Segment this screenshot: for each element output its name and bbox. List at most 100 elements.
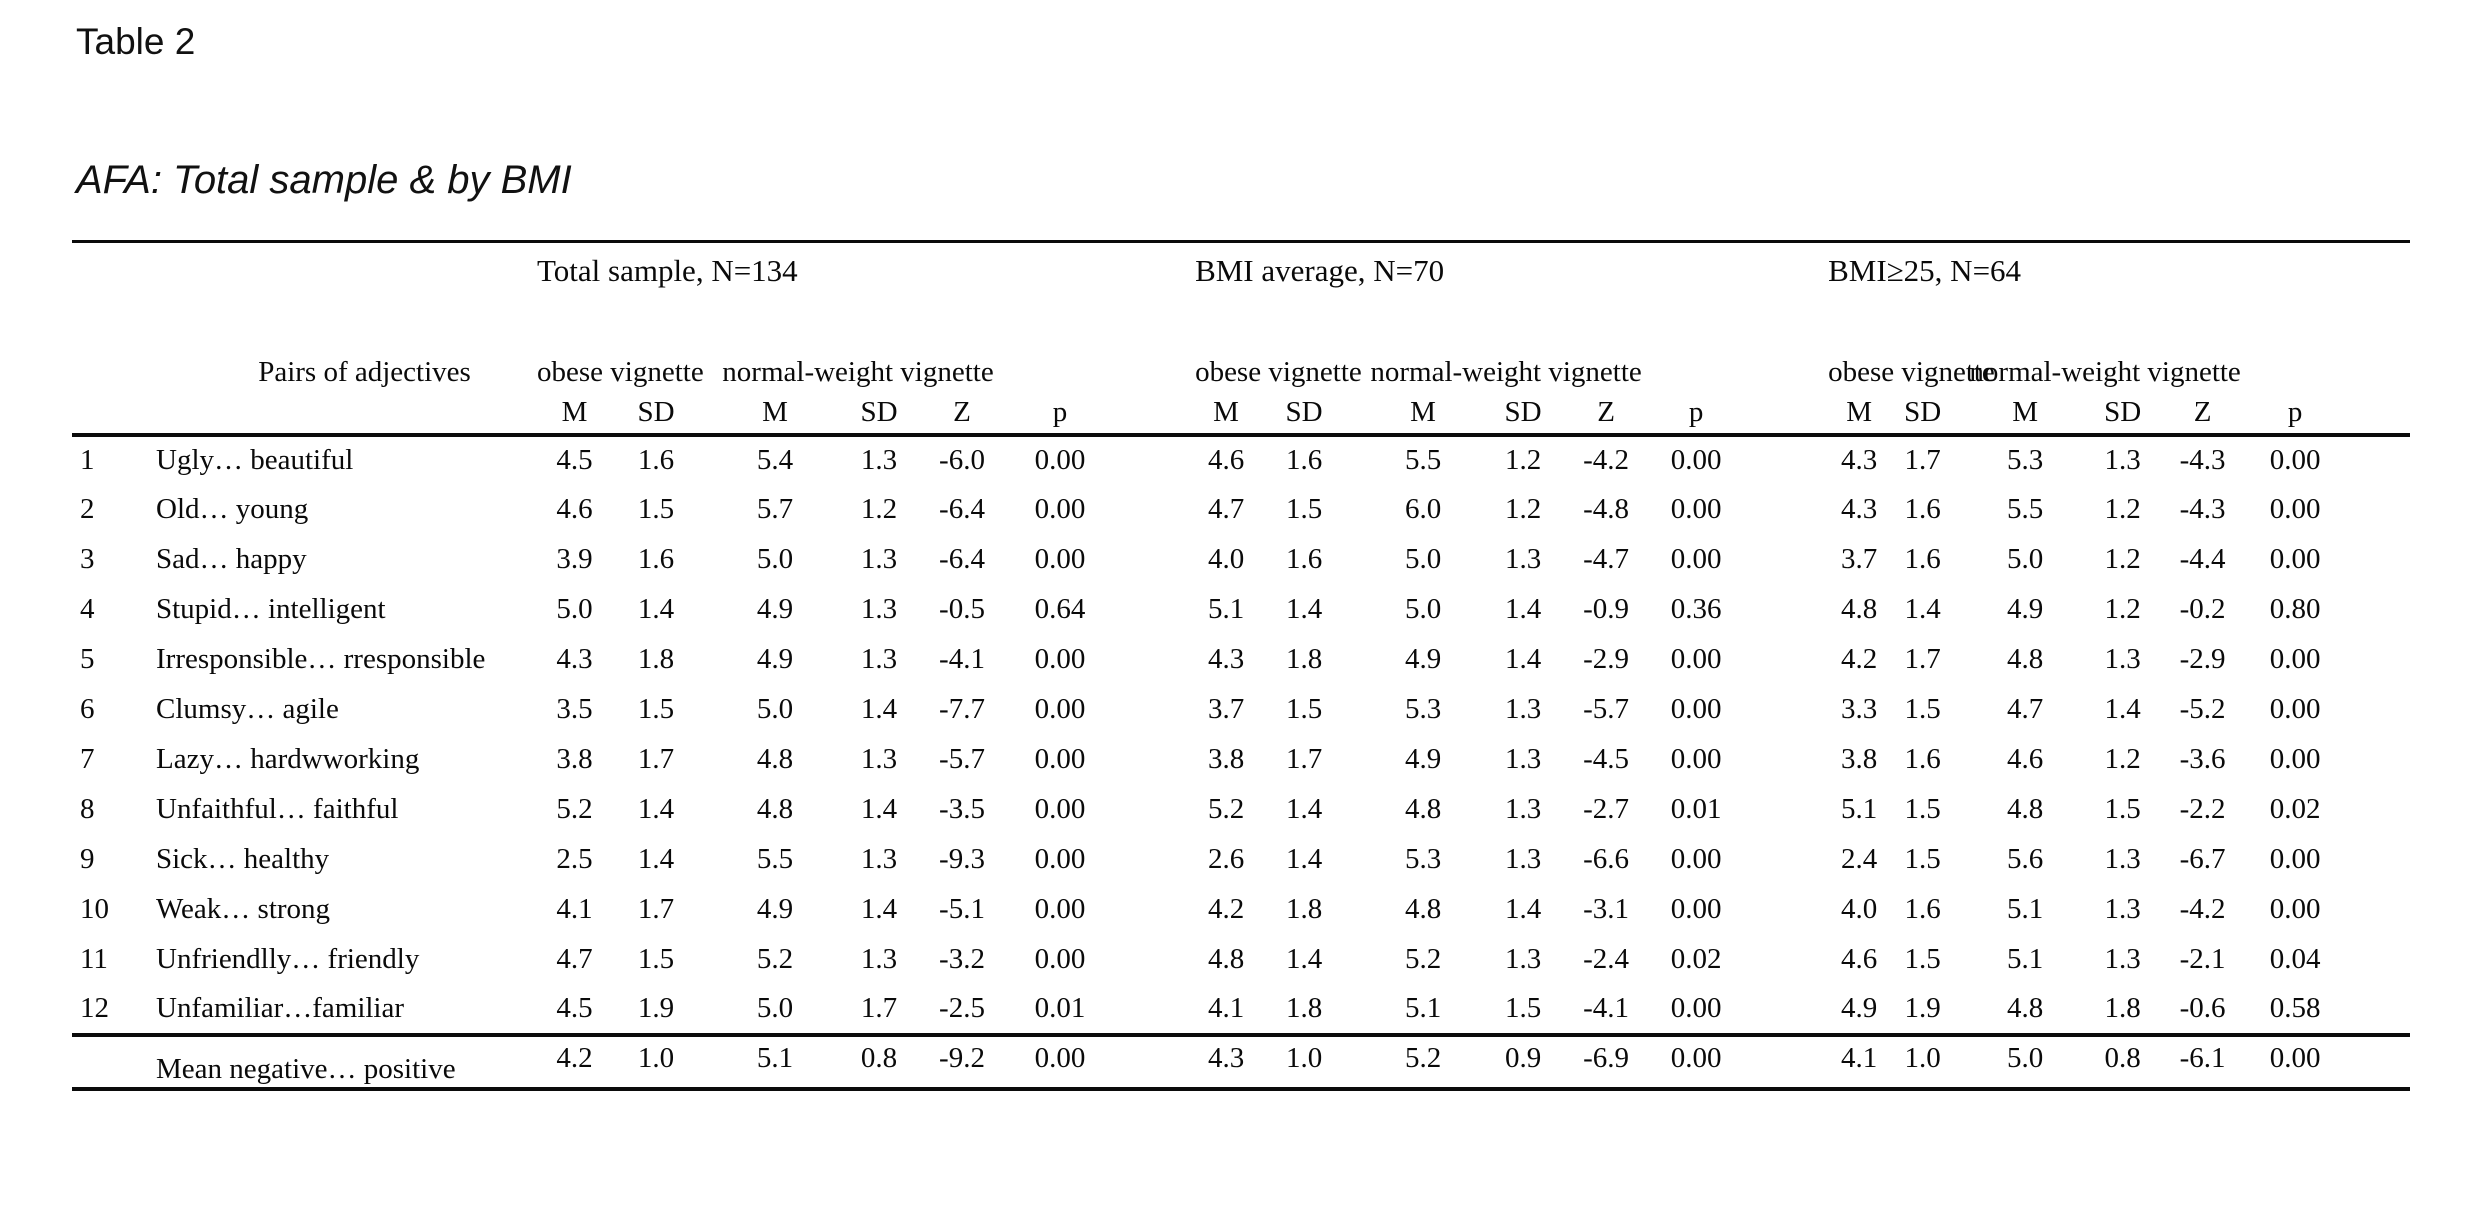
stat-value: 0.36: [1670, 593, 1722, 625]
stat-value: 0.00: [1034, 643, 1086, 675]
stat-value: 1.2: [2104, 743, 2141, 775]
stat-value: 4.9: [756, 893, 794, 925]
stat-header-sd: SD: [1495, 392, 1552, 437]
stat-value: 1.4: [860, 893, 898, 925]
stat-value: 3.9: [556, 543, 593, 575]
stat-value: -0.6: [2179, 992, 2226, 1024]
stat-value: 0.00: [2269, 543, 2321, 575]
stat-value: -4.3: [2179, 444, 2226, 476]
stat-value: 1.4: [1285, 793, 1323, 825]
stat-value: 0.00: [1034, 493, 1086, 525]
stat-value: -5.7: [939, 743, 985, 775]
stat-value: 0.00: [1670, 493, 1722, 525]
stat-header-z: Z: [908, 392, 1016, 437]
stat-value: 5.2: [1351, 1032, 1496, 1091]
stat-value: 0.00: [1670, 543, 1722, 575]
stat-value: 1.3: [1504, 543, 1542, 575]
column-gap: [1104, 1032, 1196, 1091]
stat-value: 5.0: [1404, 543, 1442, 575]
stat-value: 1.8: [2104, 992, 2141, 1024]
stat-value: 0.00: [1034, 843, 1086, 875]
stat-header-p: p: [1016, 392, 1105, 437]
column-gap: [1731, 985, 1828, 1035]
stat-value: 1.6: [637, 543, 675, 575]
stat-value: 0.58: [2269, 992, 2321, 1024]
row-number: 5: [80, 643, 95, 675]
stat-value: 5.2: [556, 793, 593, 825]
stat-value: 5.1: [1207, 593, 1245, 625]
adjective-pair-label: Irresponsible… rresponsible: [156, 643, 486, 675]
stat-value: 4.6: [1840, 943, 1878, 975]
column-gap: [1731, 392, 1829, 437]
table-row: 6 Clumsy… agile 3.5 1.5 5.0 1.4 -7.7 0.00 3.7 1.5…: [72, 685, 2410, 735]
stat-value: 1.7: [1904, 444, 1941, 476]
stat-value: 0.00: [1034, 743, 1086, 775]
stat-value: 4.8: [756, 793, 794, 825]
column-gap: [1104, 485, 1195, 535]
adjective-pair-label: Old… young: [156, 493, 309, 525]
stat-value: -4.1: [939, 643, 985, 675]
column-gap: [1104, 435, 1195, 485]
stat-value: 5.0: [556, 593, 593, 625]
stat-value: 4.6: [556, 493, 593, 525]
stat-value: 0.00: [2269, 493, 2321, 525]
stat-value: 2.6: [1207, 843, 1245, 875]
stat-value: 4.8: [1840, 593, 1878, 625]
stat-value: -9.2: [908, 1032, 1016, 1091]
stat-value: 4.2: [1207, 893, 1245, 925]
stat-value: -5.1: [939, 893, 985, 925]
adjective-pair-label: Sad… happy: [156, 543, 307, 575]
stat-value: 0.00: [1034, 943, 1086, 975]
table-row: 8 Unfaithful… faithful 5.2 1.4 4.8 1.4 -3.5 0.0…: [72, 785, 2410, 835]
stat-value: -4.8: [1583, 493, 1630, 525]
stat-value: 5.0: [1955, 1032, 2096, 1091]
stat-value: 4.3: [1207, 643, 1245, 675]
stat-value: 4.7: [556, 943, 593, 975]
stat-value: 1.3: [860, 843, 898, 875]
stat-value: 5.7: [756, 493, 794, 525]
stat-value: 4.2: [537, 1032, 612, 1091]
stat-value: 1.7: [1285, 743, 1323, 775]
stat-value: 0.9: [1495, 1032, 1552, 1091]
column-gap: [1104, 935, 1195, 985]
stat-value: 1.4: [1504, 893, 1542, 925]
stat-value: 0.00: [1670, 992, 1722, 1024]
table-right-margin: [2335, 392, 2411, 437]
adjective-pair-label: Sick… healthy: [156, 843, 330, 875]
stat-value: 3.7: [1840, 543, 1878, 575]
stat-value: 5.6: [2006, 843, 2044, 875]
table-right-margin: [2335, 337, 2410, 393]
group-header-spacer: [72, 242, 537, 337]
stat-header-m: M: [700, 392, 850, 437]
stat-value: 0.00: [1661, 1032, 1732, 1091]
row-number: 10: [80, 893, 109, 925]
table-right-margin: [2335, 985, 2410, 1035]
stat-value: -6.9: [1551, 1032, 1662, 1091]
stat-value: 4.8: [2006, 643, 2044, 675]
stat-value: -2.5: [939, 992, 985, 1024]
stat-value: 1.8: [1285, 992, 1323, 1024]
column-gap: [1104, 785, 1195, 835]
stat-value: -2.7: [1583, 793, 1630, 825]
stat-value: 1.4: [1504, 593, 1542, 625]
stat-value: 4.2: [1840, 643, 1878, 675]
stat-value: 3.8: [1840, 743, 1878, 775]
stat-value: 0.02: [1670, 943, 1722, 975]
adjective-pair-label: Clumsy… agile: [156, 693, 339, 725]
adjective-pair-label: Unfriendlly… friendly: [156, 943, 420, 975]
group-header-total-sample: Total sample, N=134: [537, 253, 798, 288]
table-right-margin: [2335, 785, 2410, 835]
normal-weight-vignette-header: normal-weight vignette: [1370, 355, 1642, 388]
stat-value: 1.6: [1285, 444, 1323, 476]
table-right-margin: [2335, 885, 2410, 935]
stat-value: 0.00: [1034, 893, 1086, 925]
stat-value: -4.1: [1583, 992, 1630, 1024]
stat-value: 1.3: [860, 643, 898, 675]
stat-header-row: M SD M SD Z p M SD M SD Z p M SD M SD Z …: [72, 392, 2411, 437]
column-gap: [1731, 935, 1828, 985]
stat-value: 5.3: [1404, 693, 1442, 725]
table-row: 9 Sick… healthy 2.5 1.4 5.5 1.3 -9.3 0.00 2.6 1.4…: [72, 835, 2410, 885]
column-gap: [1731, 242, 1828, 337]
stat-value: 1.4: [637, 843, 675, 875]
